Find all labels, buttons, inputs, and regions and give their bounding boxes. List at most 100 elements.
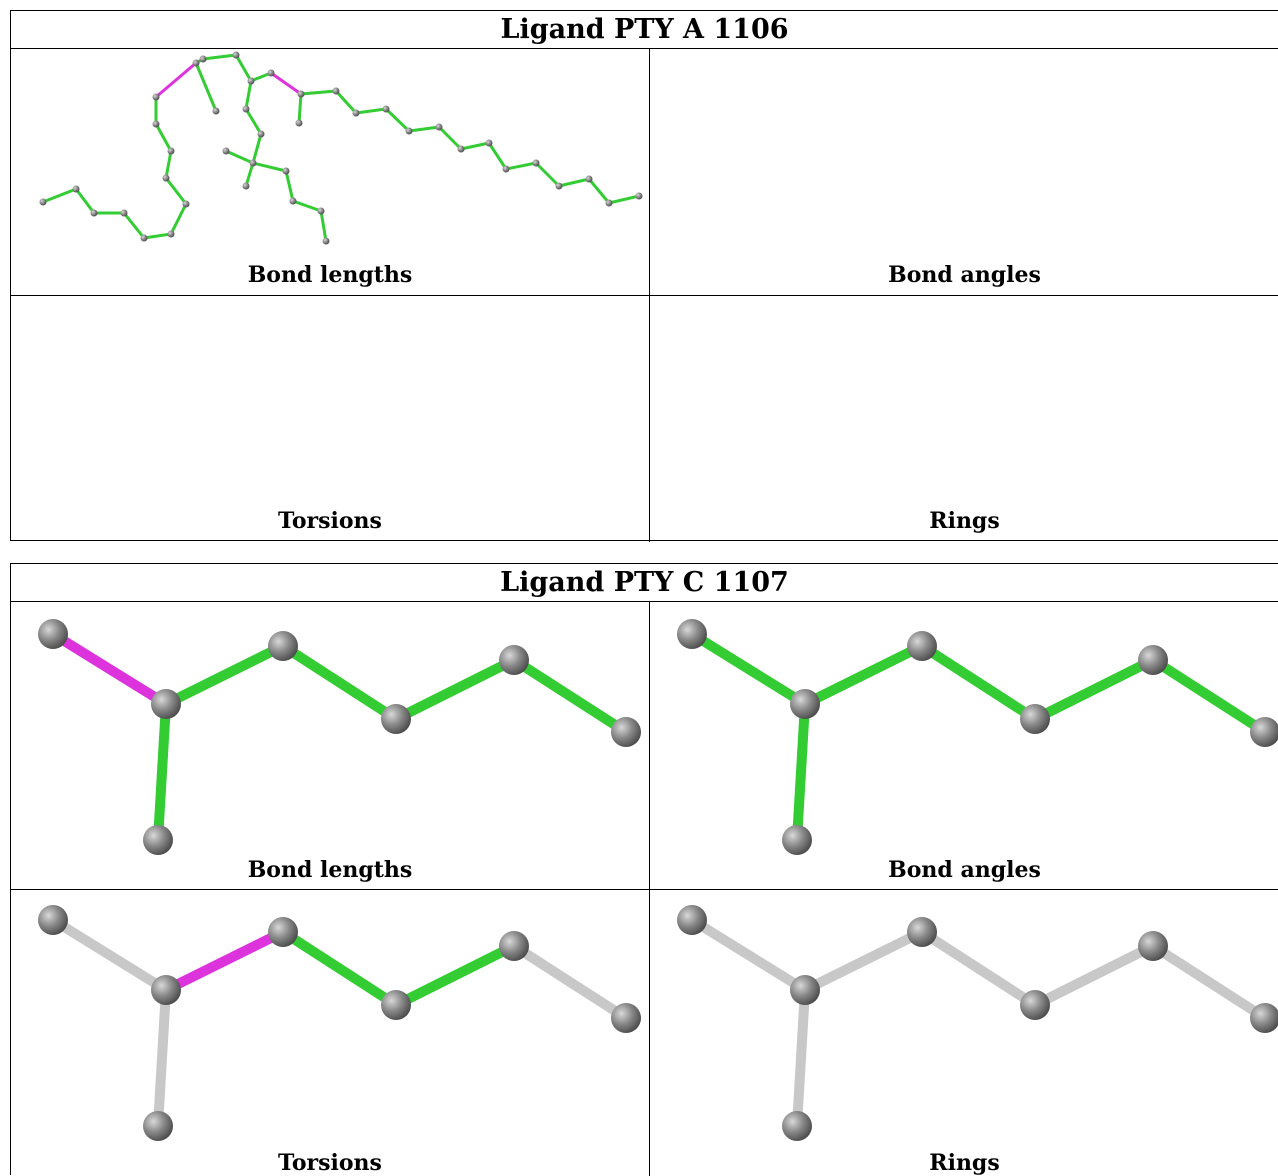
atom (152, 120, 160, 128)
bond (251, 161, 288, 173)
panel-caption: Rings (929, 508, 1000, 534)
bond (1030, 941, 1158, 1010)
atom (382, 105, 390, 113)
bond (48, 915, 171, 995)
bond (161, 641, 288, 709)
bond (800, 927, 927, 995)
bond (291, 199, 323, 213)
molecule-view-bond-angles (650, 49, 1278, 295)
bond (509, 655, 631, 737)
atom (212, 107, 220, 115)
atom (677, 619, 707, 649)
atom (192, 59, 200, 67)
atom (381, 704, 411, 734)
ligand-table-1107: Ligand PTY C 1107 Bond lengths Bond angl… (10, 563, 1278, 1176)
atom (72, 185, 80, 193)
panel-rings: Rings (650, 890, 1278, 1176)
bond (391, 655, 519, 724)
molecule-view-torsions (11, 296, 649, 542)
bond (269, 71, 303, 96)
panel-caption: Bond angles (888, 857, 1041, 883)
bond (142, 232, 173, 240)
molecule-view-bond-angles (677, 619, 1278, 855)
atom (381, 990, 411, 1020)
atom (352, 109, 360, 117)
bond (153, 985, 171, 1131)
bond (792, 699, 810, 845)
atom (38, 905, 68, 935)
bond (917, 641, 1040, 724)
bond (244, 161, 255, 188)
atom (499, 931, 529, 961)
atom (790, 975, 820, 1005)
bond (284, 169, 295, 203)
bond (1148, 941, 1270, 1023)
atom (322, 237, 330, 245)
bond (41, 187, 78, 204)
atom (242, 105, 250, 113)
ligand-title: Ligand PTY C 1107 (11, 564, 1278, 602)
bond (169, 202, 188, 236)
bond (122, 211, 146, 240)
atom (232, 51, 240, 59)
bond (194, 61, 218, 113)
atom (317, 207, 325, 215)
atom (289, 197, 297, 205)
bond (164, 176, 188, 206)
atom (247, 77, 255, 85)
atom (143, 1111, 173, 1141)
atom (222, 147, 230, 155)
bond (251, 132, 263, 165)
bond (407, 125, 441, 133)
atom (782, 825, 812, 855)
bond (437, 125, 463, 151)
bond (244, 79, 253, 111)
atom (1138, 931, 1168, 961)
bond (164, 149, 173, 180)
bond (234, 53, 253, 83)
atom (295, 119, 303, 127)
panel-torsions: Torsions (11, 296, 649, 542)
bond (299, 89, 338, 96)
bond (244, 107, 263, 136)
bond (459, 141, 491, 151)
atom (502, 165, 510, 173)
atom (1250, 717, 1278, 747)
atom (38, 619, 68, 649)
bond (1148, 655, 1270, 737)
atom (152, 93, 160, 101)
bond (74, 187, 96, 215)
atom (282, 167, 290, 175)
atom (677, 905, 707, 935)
ligand-table-1106: Ligand PTY A 1106 Bond lengths Bond angl… (10, 10, 1278, 542)
atom (907, 917, 937, 947)
panel-caption: Torsions (278, 508, 382, 534)
bond (800, 641, 927, 709)
atom (611, 1003, 641, 1033)
panel-rings: Rings (650, 296, 1278, 542)
atom (39, 198, 47, 206)
bond (278, 927, 401, 1010)
bond (391, 941, 519, 1010)
atom (167, 147, 175, 155)
atom (297, 90, 305, 98)
atom (151, 975, 181, 1005)
atom (249, 159, 257, 167)
molecule-view-rings (650, 296, 1278, 542)
atom (1250, 1003, 1278, 1033)
bond (297, 92, 303, 125)
bond (154, 122, 173, 153)
panel-caption: Bond angles (888, 262, 1041, 288)
atom (268, 917, 298, 947)
atom (605, 199, 613, 207)
panel-torsions: Torsions (11, 890, 649, 1176)
atom (151, 689, 181, 719)
bond (354, 107, 388, 115)
bond (792, 985, 810, 1131)
panel-caption: Bond lengths (247, 262, 413, 288)
atom (555, 182, 563, 190)
atom (405, 127, 413, 135)
molecule-view-bond-lengths (39, 51, 643, 245)
atom (332, 87, 340, 95)
atom (585, 175, 593, 183)
